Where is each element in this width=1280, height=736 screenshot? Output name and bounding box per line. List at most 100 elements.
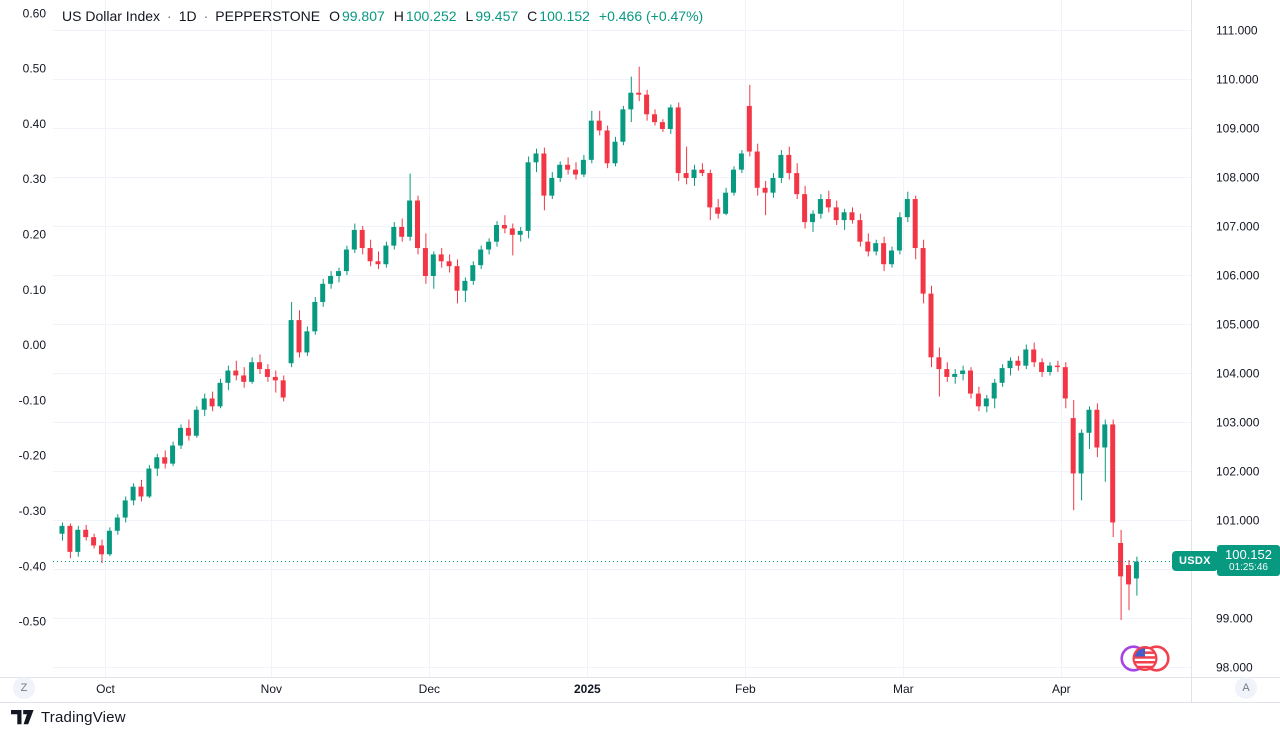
candle-body: [1102, 424, 1108, 448]
candle-body: [517, 230, 523, 235]
tradingview-mark-icon: [11, 710, 34, 725]
percent-axis-label[interactable]: 0.30: [23, 172, 47, 186]
price-axis-label[interactable]: 102.000: [1216, 465, 1260, 479]
time-axis-label[interactable]: Oct: [96, 682, 115, 696]
price-axis-label[interactable]: 106.000: [1216, 269, 1260, 283]
candle-body: [359, 229, 365, 249]
candle-body: [1086, 409, 1092, 433]
low-value: L 99.457: [465, 8, 519, 24]
price-axis-label[interactable]: 105.000: [1216, 318, 1260, 332]
candle-body: [699, 169, 705, 174]
time-axis-label[interactable]: Dec: [419, 682, 440, 696]
tradingview-logo[interactable]: TradingView: [11, 709, 126, 726]
price-axis-label[interactable]: 110.000: [1216, 73, 1259, 87]
candle-body: [193, 409, 199, 436]
price-axis-label[interactable]: 108.000: [1216, 171, 1260, 185]
candle-body: [1118, 543, 1124, 577]
candle-body: [430, 254, 436, 276]
brand-name: TradingView: [41, 709, 126, 726]
time-axis-label[interactable]: 2025: [574, 682, 601, 696]
percent-axis-label[interactable]: 0.40: [23, 117, 47, 131]
candle-body: [272, 376, 278, 381]
candle-body: [67, 525, 73, 552]
candle-body: [960, 370, 966, 374]
candle-body: [178, 427, 183, 446]
percent-axis-label[interactable]: -0.20: [19, 449, 47, 463]
auto-scale-button[interactable]: A: [1235, 677, 1257, 699]
candle-body: [154, 457, 160, 469]
percent-axis-label[interactable]: 0.20: [23, 228, 47, 242]
last-price-value: 100.152: [1225, 547, 1272, 562]
price-axis-label[interactable]: 99.000: [1216, 612, 1253, 626]
percent-axis-label[interactable]: -0.50: [19, 615, 47, 629]
change-value: +0.466 (+0.47%): [598, 8, 704, 24]
last-price-label[interactable]: 100.152 01:25:46: [1217, 545, 1280, 576]
price-axis-label[interactable]: 109.000: [1216, 122, 1260, 136]
separator-dot: ·: [203, 8, 209, 24]
candle-body: [249, 362, 255, 382]
exchange-label[interactable]: PEPPERSTONE: [215, 8, 321, 24]
candle-body: [557, 164, 563, 178]
candle-body: [209, 398, 215, 407]
percent-axis-label[interactable]: 0.50: [23, 62, 47, 76]
candle-body: [1007, 360, 1013, 369]
time-axis-label[interactable]: Apr: [1052, 682, 1071, 696]
percent-axis-label[interactable]: 0.00: [23, 338, 47, 352]
candle-body: [896, 217, 902, 251]
candle-body: [999, 368, 1005, 383]
candle-body: [833, 207, 839, 221]
candle-body: [541, 153, 547, 196]
price-axis-label[interactable]: 103.000: [1216, 416, 1260, 430]
symbol-title[interactable]: US Dollar Index: [62, 8, 161, 24]
candle-body: [122, 500, 128, 518]
candle-body: [351, 229, 357, 250]
price-line-symbol-badge[interactable]: USDX: [1172, 551, 1218, 571]
candle-body: [146, 468, 152, 497]
candle-body: [59, 525, 65, 534]
candle-body: [667, 107, 673, 129]
price-axis-label[interactable]: 107.000: [1216, 220, 1260, 234]
candle-body: [367, 248, 373, 262]
timezone-button[interactable]: Z: [13, 677, 35, 699]
price-axis-label[interactable]: 111.000: [1216, 24, 1258, 38]
candle-body: [1078, 432, 1084, 474]
percent-axis-label[interactable]: 0.60: [23, 6, 47, 20]
time-axis-label[interactable]: Nov: [261, 682, 282, 696]
candle-body: [881, 243, 887, 265]
candle-body: [391, 226, 397, 246]
candle-body: [383, 245, 389, 265]
candle-body: [652, 114, 657, 123]
time-axis-label[interactable]: Feb: [735, 682, 756, 696]
percent-axis-label[interactable]: -0.10: [19, 393, 47, 407]
percent-axis-label[interactable]: 0.10: [23, 283, 47, 297]
interval-label[interactable]: 1D: [178, 8, 197, 24]
candle-body: [91, 537, 97, 546]
candle-body: [920, 248, 926, 294]
candle-body: [494, 225, 499, 242]
candle-body: [138, 486, 144, 497]
candle-body: [446, 261, 452, 267]
price-axis-label[interactable]: 98.000: [1216, 661, 1253, 675]
percent-axis-label[interactable]: -0.40: [19, 559, 47, 573]
time-axis-label[interactable]: Mar: [893, 682, 914, 696]
price-axis-label[interactable]: 104.000: [1216, 367, 1260, 381]
candle-body: [857, 220, 863, 242]
candle-body: [1070, 418, 1076, 474]
candle-body: [470, 265, 476, 281]
candle-body: [983, 398, 989, 407]
candle-body: [1054, 365, 1060, 368]
price-axis-label[interactable]: 101.000: [1216, 514, 1260, 528]
candle-body: [715, 207, 721, 214]
candle-body: [573, 169, 578, 175]
candle-body: [707, 173, 713, 208]
candle-body: [99, 545, 104, 555]
candle-body: [683, 173, 689, 178]
candle-body: [810, 213, 815, 223]
candle-body: [257, 362, 262, 370]
candle-body: [802, 194, 808, 223]
percent-axis-label[interactable]: -0.30: [19, 504, 47, 518]
candle-body: [1047, 365, 1052, 373]
candle-body: [596, 120, 602, 131]
candle-body: [928, 293, 934, 358]
